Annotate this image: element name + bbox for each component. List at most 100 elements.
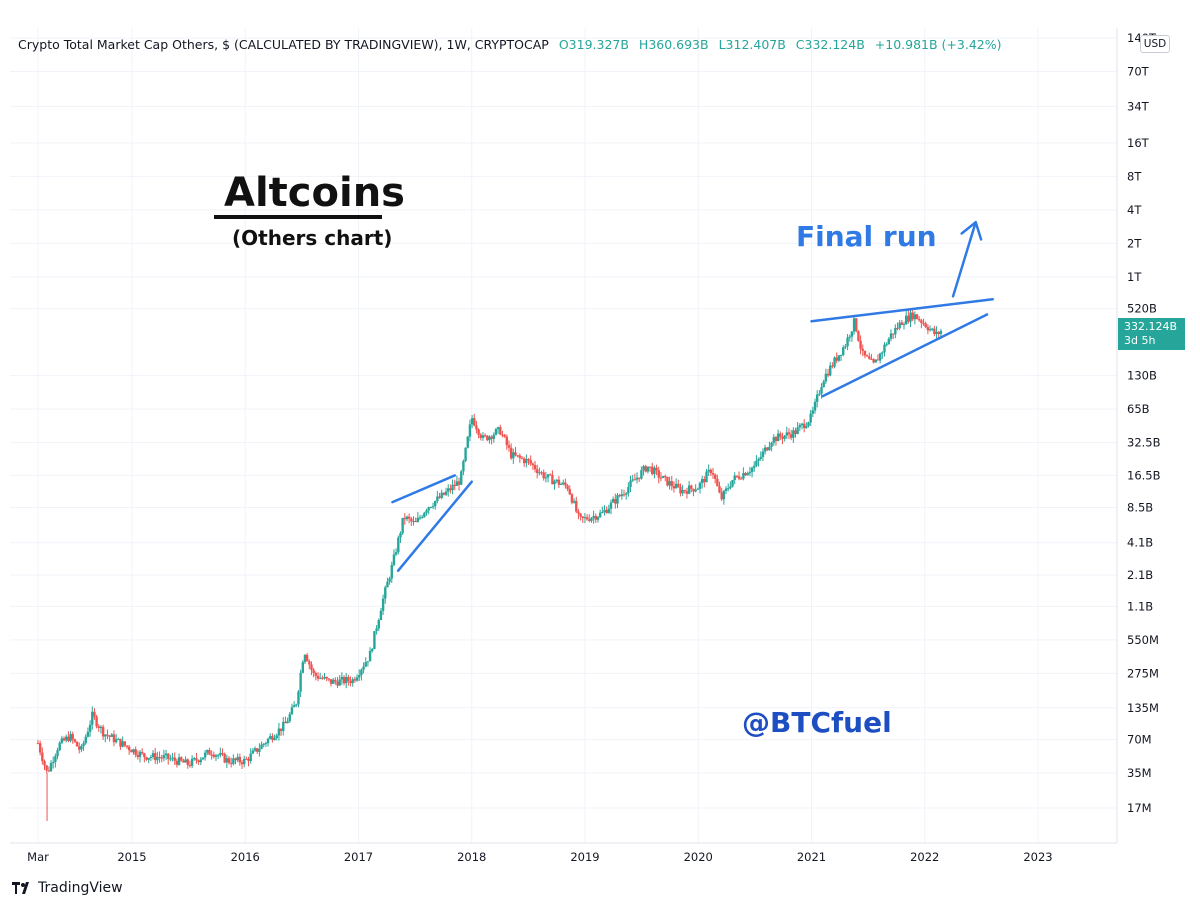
candle [156, 751, 159, 765]
candle [234, 757, 237, 765]
candle [583, 512, 587, 524]
candle [633, 473, 637, 481]
candle [627, 482, 630, 497]
price-axis[interactable]: 17M 35M 70M 135M 275M 550M 1.1B 2.1B 4.1B 8.5B 16.… [1127, 31, 1161, 815]
candle [201, 757, 205, 760]
candle [911, 310, 914, 322]
candle [479, 432, 482, 441]
candle [768, 441, 771, 451]
candle [475, 420, 478, 434]
candle [418, 514, 422, 521]
candle [403, 513, 407, 525]
candle [208, 747, 211, 755]
candle [457, 477, 461, 491]
y-tick-label: 70T [1127, 65, 1150, 79]
candle [232, 754, 235, 766]
trendline-lower-2021[interactable] [821, 313, 989, 398]
candle [468, 419, 472, 442]
candle [401, 517, 404, 535]
candle [772, 434, 775, 446]
candle [846, 333, 849, 351]
y-tick-label: 35M [1127, 766, 1152, 780]
candle [340, 672, 344, 685]
candle [460, 469, 463, 486]
candle [839, 354, 843, 361]
x-tick-label: 2016 [231, 850, 260, 864]
candle [473, 413, 476, 427]
candle [757, 457, 760, 467]
candle [373, 631, 376, 650]
candle [397, 535, 400, 555]
candle [305, 653, 309, 662]
trendline-upper-2017[interactable] [391, 474, 457, 504]
candle [913, 311, 917, 325]
candle [38, 740, 42, 756]
candle [522, 456, 526, 467]
candle [818, 389, 821, 396]
candle [631, 474, 634, 482]
candle [43, 759, 46, 770]
candle [416, 512, 420, 523]
candle [855, 317, 858, 333]
y-tick-label: 8T [1127, 169, 1142, 183]
trendline-upper-2021[interactable] [810, 298, 994, 323]
candle [279, 728, 283, 736]
candle [642, 464, 645, 476]
candle [173, 752, 176, 765]
y-tick-label: 1T [1127, 270, 1142, 284]
candle [236, 753, 239, 763]
time-axis[interactable]: Mar 2015 2016 2017 2018 2019 2020 2021 2022 2023 [27, 850, 1052, 864]
candle [872, 358, 875, 364]
candle [190, 755, 194, 769]
tradingview-brand[interactable]: TradingView [12, 880, 123, 896]
candle [651, 462, 654, 476]
candle [431, 502, 435, 509]
candle [405, 515, 409, 522]
candle [829, 362, 832, 377]
candle [857, 330, 860, 342]
candle [193, 757, 196, 761]
candle [447, 484, 450, 497]
candle [203, 750, 207, 761]
x-tick-label: 2021 [797, 850, 826, 864]
x-tick-label: 2022 [910, 850, 939, 864]
y-tick-label: 34T [1127, 99, 1150, 113]
candle [288, 711, 291, 723]
candle [904, 311, 908, 325]
chart-grid [10, 28, 1117, 843]
candle [594, 513, 598, 523]
candle [147, 757, 150, 764]
candle [119, 738, 122, 750]
candle [353, 676, 357, 683]
candle [301, 660, 304, 674]
candle [88, 720, 92, 737]
candle [917, 316, 921, 322]
candle [347, 674, 350, 686]
candle [512, 448, 515, 464]
y-tick-label: 17M [1127, 801, 1152, 815]
candle [464, 447, 467, 463]
candle [414, 517, 417, 523]
candle [99, 725, 103, 734]
candle [427, 506, 430, 515]
candle [514, 446, 517, 457]
arrow-up-icon[interactable] [951, 220, 983, 298]
trendline-lower-2017[interactable] [396, 480, 473, 572]
candle [900, 319, 904, 326]
candle [590, 516, 593, 523]
candle [694, 484, 697, 493]
candle [167, 753, 170, 765]
ohlc-change: +10.981B (+3.42%) [874, 37, 1002, 52]
candle [766, 446, 769, 452]
candle [91, 706, 94, 730]
candle [802, 419, 806, 433]
candle [887, 337, 891, 345]
candle [635, 472, 639, 484]
candle [779, 431, 782, 441]
candle [125, 745, 129, 749]
currency-button[interactable]: USD [1140, 35, 1170, 53]
candle [753, 461, 756, 472]
candle [221, 748, 224, 757]
candle [219, 747, 222, 758]
